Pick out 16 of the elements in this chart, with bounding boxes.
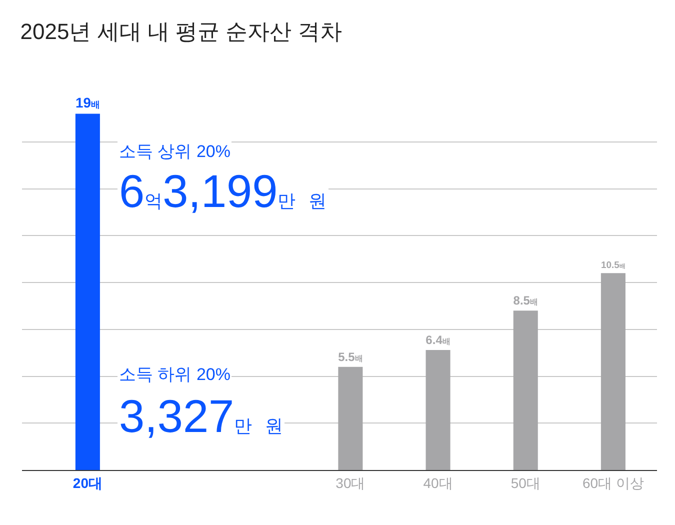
- annotation: 3,327만 원: [119, 390, 283, 442]
- chart-title: 2025년 세대 내 평균 순자산 격차: [20, 19, 342, 44]
- annotation: 소득 하위 20%: [119, 365, 230, 384]
- x-tick-label: 30대: [336, 474, 366, 491]
- data-label: 19배: [75, 94, 100, 110]
- bar: [426, 350, 450, 470]
- bar: [513, 310, 538, 470]
- annotation: 소득 상위 20%: [119, 142, 230, 161]
- bar: [600, 273, 626, 470]
- x-tick-label: 20대: [72, 474, 102, 491]
- bar: [75, 114, 100, 470]
- x-tick-label: 50대: [510, 474, 540, 491]
- bar: [338, 366, 363, 470]
- x-tick-label: 60대 이상: [582, 474, 644, 491]
- x-tick-label: 40대: [423, 474, 453, 491]
- annotation: 6억3,199만 원: [119, 165, 326, 217]
